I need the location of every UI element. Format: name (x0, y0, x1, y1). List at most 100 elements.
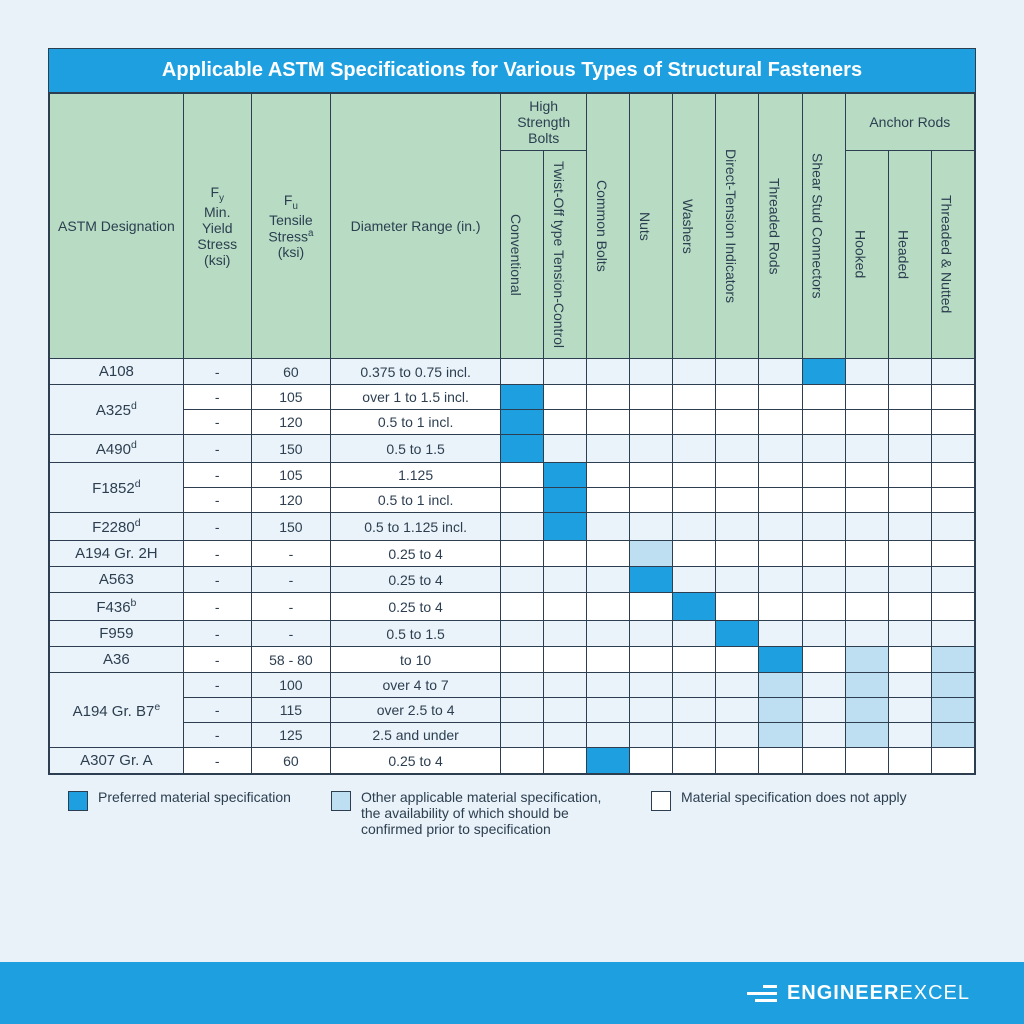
swatch-none (651, 791, 671, 811)
brand-logo: ENGINEEREXCEL (747, 982, 970, 1005)
cell-designation: A307 Gr. A (50, 748, 184, 774)
cell-mark (759, 748, 802, 774)
cell-mark (802, 698, 845, 723)
cell-mark (845, 723, 888, 748)
cell-mark (931, 647, 974, 673)
cell-mark (544, 359, 587, 385)
cell-mark (630, 723, 673, 748)
swatch-other (331, 791, 351, 811)
cell-mark (501, 410, 544, 435)
cell-mark (501, 593, 544, 621)
cell-mark (673, 359, 716, 385)
cell-mark (630, 488, 673, 513)
cell-mark (931, 593, 974, 621)
table-row: -1200.5 to 1 incl. (50, 410, 975, 435)
cell-mark (888, 463, 931, 488)
cell-fu: 105 (251, 385, 330, 410)
cell-mark (931, 567, 974, 593)
cell-mark (587, 723, 630, 748)
cell-fu: 60 (251, 748, 330, 774)
cell-mark (931, 723, 974, 748)
cell-diameter: 0.5 to 1 incl. (331, 488, 501, 513)
cell-mark (587, 593, 630, 621)
cell-mark (845, 513, 888, 541)
table-row: -1200.5 to 1 incl. (50, 488, 975, 513)
cell-mark (501, 698, 544, 723)
cell-mark (630, 359, 673, 385)
cell-mark (587, 385, 630, 410)
cell-mark (587, 541, 630, 567)
cell-mark (759, 673, 802, 698)
cell-designation: A563 (50, 567, 184, 593)
legend-none: Material specification does not apply (651, 789, 907, 811)
cell-mark (630, 673, 673, 698)
cell-mark (587, 698, 630, 723)
cell-mark (716, 410, 759, 435)
legend-other: Other applicable material specification,… (331, 789, 611, 837)
cell-designation: A194 Gr. B7e (50, 673, 184, 748)
cell-mark (845, 593, 888, 621)
cell-mark (759, 698, 802, 723)
cell-mark (501, 359, 544, 385)
col-group-anchor: Anchor Rods (845, 94, 974, 151)
cell-diameter: 0.5 to 1.5 (331, 621, 501, 647)
cell-mark (845, 647, 888, 673)
footer-bar: ENGINEEREXCEL (0, 962, 1024, 1024)
cell-mark (716, 698, 759, 723)
cell-designation: A325d (50, 385, 184, 435)
cell-mark (673, 647, 716, 673)
cell-mark (673, 410, 716, 435)
legend-none-label: Material specification does not apply (681, 789, 907, 805)
cell-fy: - (183, 647, 251, 673)
cell-mark (716, 435, 759, 463)
col-threaded-nutted: Threaded & Nutted (931, 151, 974, 359)
table-row: A108-600.375 to 0.75 incl. (50, 359, 975, 385)
cell-mark (587, 463, 630, 488)
cell-mark (716, 647, 759, 673)
cell-mark (716, 593, 759, 621)
col-diameter: Diameter Range (in.) (331, 94, 501, 359)
cell-mark (501, 567, 544, 593)
table-row: A36-58 - 80to 10 (50, 647, 975, 673)
cell-mark (845, 541, 888, 567)
cell-mark (845, 463, 888, 488)
cell-mark (888, 621, 931, 647)
table-row: A490d-1500.5 to 1.5 (50, 435, 975, 463)
col-designation: ASTM Designation (50, 94, 184, 359)
cell-diameter: 0.25 to 4 (331, 593, 501, 621)
cell-mark (931, 698, 974, 723)
cell-mark (802, 385, 845, 410)
cell-mark (673, 621, 716, 647)
cell-mark (802, 359, 845, 385)
cell-mark (630, 647, 673, 673)
cell-mark (587, 435, 630, 463)
cell-mark (716, 541, 759, 567)
cell-mark (673, 488, 716, 513)
cell-mark (587, 647, 630, 673)
table-row: -115over 2.5 to 4 (50, 698, 975, 723)
cell-diameter: 0.25 to 4 (331, 541, 501, 567)
cell-mark (673, 748, 716, 774)
cell-mark (759, 621, 802, 647)
table-row: F2280d-1500.5 to 1.125 incl. (50, 513, 975, 541)
cell-diameter: 0.5 to 1.125 incl. (331, 513, 501, 541)
cell-diameter: 0.25 to 4 (331, 748, 501, 774)
cell-mark (630, 698, 673, 723)
cell-fu: 150 (251, 435, 330, 463)
col-group-hsb: High Strength Bolts (501, 94, 587, 151)
cell-mark (501, 748, 544, 774)
col-dti: Direct-Tension Indicators (716, 94, 759, 359)
cell-fy: - (183, 488, 251, 513)
cell-mark (802, 673, 845, 698)
cell-mark (587, 621, 630, 647)
cell-fy: - (183, 410, 251, 435)
cell-fy: - (183, 435, 251, 463)
cell-mark (888, 567, 931, 593)
cell-mark (931, 541, 974, 567)
table-row: A194 Gr. B7e-100over 4 to 7 (50, 673, 975, 698)
col-hooked: Hooked (845, 151, 888, 359)
cell-mark (544, 541, 587, 567)
cell-mark (931, 463, 974, 488)
spec-table: ASTM DesignationFyMin. Yield Stress (ksi… (49, 93, 975, 774)
cell-mark (630, 593, 673, 621)
